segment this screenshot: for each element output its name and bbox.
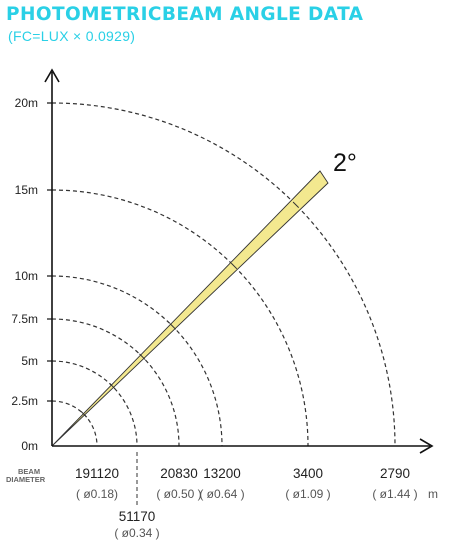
beam-diameter-value: ( ø0.50 ) [156,487,201,501]
beam-diameter-value: ( ø1.09 ) [285,487,330,501]
beam-ring-mark [230,262,238,270]
distance-tick-label: 10m [15,269,38,283]
beam-label-line2: DIAMETER [6,475,46,484]
distance-tick-label: 7.5m [11,312,38,326]
lux-value: 191120 [75,466,119,481]
lux-value: 51170 [119,509,156,524]
beam-diameter-value: ( ø0.34 ) [114,526,159,540]
diagram-subtitle: (FC=LUX × 0.0929) [8,28,136,44]
beam-diameter-value: ( ø0.64 ) [199,487,244,501]
horizontal-axis-arrow [419,438,434,454]
lux-value: 3400 [293,466,323,481]
beam-diameter-value: ( ø0.18) [76,487,118,501]
unit-label: m [428,487,438,501]
beam-label-line1: BEAM [18,467,40,476]
beam-ring-mark [169,323,177,330]
lux-value: 2790 [380,466,410,481]
distance-tick-label: 0m [21,439,38,453]
distance-tick-label: 2.5m [11,394,38,408]
lux-value: 13200 [203,466,241,481]
distance-tick-label: 15m [15,183,38,197]
distance-ring [51,189,309,447]
beam-ring-mark [139,353,146,360]
beam-diameter-value: ( ø1.44 ) [372,487,417,501]
beam-angle-label: 2° [333,149,357,177]
vertical-axis-arrow [44,68,60,83]
lux-value: 20830 [160,466,198,481]
beam-ring-mark [109,383,116,390]
beam-cone [51,170,329,447]
distance-tick-label: 5m [21,354,38,368]
diagram-title: PHOTOMETRICBEAM ANGLE DATA [6,4,364,25]
beam-ring-mark [80,411,88,418]
distance-tick-label: 20m [15,96,38,110]
beam-ring-mark [292,201,300,209]
